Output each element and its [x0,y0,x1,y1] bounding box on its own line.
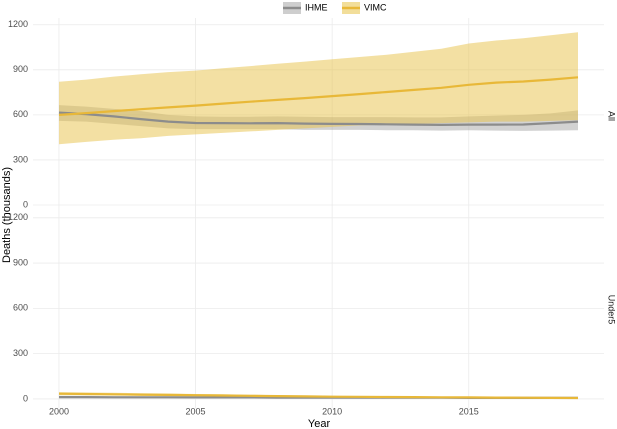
y-tick-label: 600 [13,109,28,119]
y-axis-title: Deaths (thousands) [1,167,13,263]
panel-label: Under5 [607,295,617,325]
y-tick-label: 900 [13,257,28,267]
line [58,76,579,116]
x-tick-label: 2000 [49,406,69,416]
x-tick-label: 2015 [459,406,479,416]
panel-label: All [607,111,617,121]
uncertainty-band [59,32,578,145]
x-tick-label: 2005 [186,406,206,416]
y-tick-label: 600 [13,303,28,313]
legend-label: IHME [305,2,328,12]
y-tick-label: 1200 [8,212,28,222]
y-tick-label: 300 [13,154,28,164]
line [58,111,579,127]
x-axis-title: Year [308,418,331,429]
y-tick-label: 0 [23,393,28,403]
y-tick-label: 300 [13,348,28,358]
line [58,392,579,400]
legend-label: VIMC [364,2,387,12]
y-tick-label: 0 [23,199,28,209]
y-tick-label: 900 [13,64,28,74]
y-tick-label: 1200 [8,19,28,29]
x-tick-label: 2010 [322,406,342,416]
panel-background [33,211,604,408]
